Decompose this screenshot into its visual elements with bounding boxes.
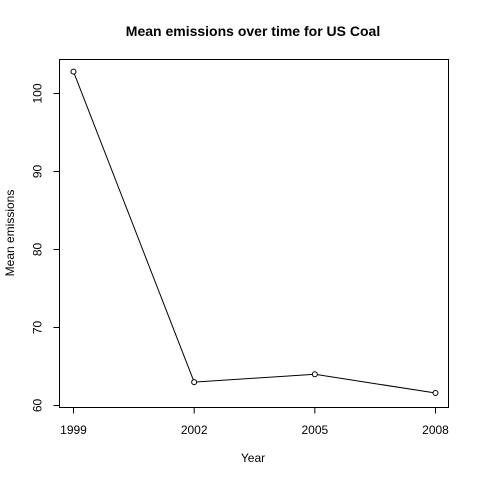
data-point [191,379,198,386]
data-point [70,68,77,75]
y-tick-label: 70 [31,321,45,335]
y-tick-label: 100 [31,83,45,103]
data-point [311,371,318,378]
y-axis: 60 70 80 90 100 [31,83,60,412]
x-tick-label: 2005 [301,423,328,437]
x-tick-label: 2008 [422,423,449,437]
chart-title: Mean emissions over time for US Coal [126,23,380,39]
data-point [432,390,439,397]
series-line [73,71,436,394]
plot-area [59,59,449,408]
y-tick-label: 90 [31,165,45,179]
x-axis-label: Year [241,451,265,465]
y-tick-label: 60 [31,399,45,413]
x-tick-label: 1999 [60,423,87,437]
y-tick-label: 80 [31,243,45,257]
x-tick-label: 2002 [181,423,208,437]
series-layer [70,68,439,397]
y-axis-label: Mean emissions [3,190,17,277]
x-axis: 1999 2002 2005 2008 [60,407,449,437]
